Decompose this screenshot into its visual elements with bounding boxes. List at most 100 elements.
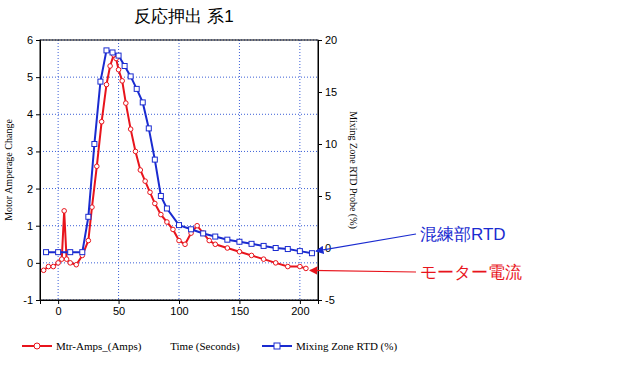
series-marker: [225, 246, 230, 251]
axis-line: [41, 301, 319, 305]
series-marker: [86, 214, 91, 219]
series-marker: [104, 48, 109, 53]
series-marker: [64, 257, 69, 262]
series-marker: [297, 249, 302, 254]
series-marker: [86, 238, 91, 243]
tick-label: 20: [325, 34, 337, 46]
tick: 1: [27, 220, 40, 232]
tick-label: 10: [325, 138, 337, 150]
series-marker: [146, 126, 151, 131]
y2-axis-title: Mixing Zone RTD Probe (%): [347, 111, 359, 229]
series-marker: [152, 157, 157, 162]
grid-line-y: [40, 188, 318, 189]
series-marker: [51, 264, 56, 269]
tick-label: 5: [325, 190, 331, 202]
series-marker: [90, 205, 95, 210]
tick-label: 5: [27, 71, 33, 83]
legend-marker: [274, 343, 280, 349]
tick-mark: [318, 92, 322, 93]
series-marker: [128, 127, 133, 132]
x-axis: 0 50 100 150 200: [41, 300, 319, 317]
series-marker: [44, 250, 49, 255]
grid: [40, 40, 318, 300]
grid-line-y: [40, 114, 318, 115]
series-marker: [249, 253, 254, 258]
grid-line-x: [299, 40, 300, 300]
tick-mark: [179, 300, 180, 304]
series-line: [44, 55, 306, 270]
series-marker: [122, 64, 127, 69]
series-marker: [41, 268, 46, 273]
series-marker: [128, 74, 133, 79]
legend-marker: [34, 343, 40, 349]
series-marker: [298, 264, 303, 269]
tick: 2: [27, 183, 40, 195]
tick-label: 4: [27, 108, 33, 120]
series-marker: [177, 223, 182, 228]
grid-line-x: [179, 40, 180, 300]
series-marker: [165, 220, 170, 225]
tick: 0: [27, 257, 40, 269]
series-marker: [285, 247, 290, 252]
series-marker: [158, 194, 163, 199]
axis-line: [319, 41, 323, 301]
title: 反応押出 系1: [134, 7, 233, 26]
series-marker: [116, 67, 121, 72]
tick-mark: [36, 263, 40, 264]
series-marker: [189, 227, 194, 232]
series-marker: [261, 243, 266, 248]
tick-label: 0: [56, 305, 62, 317]
legend: Mtr-Amps_(Amps)Mixing Zone RTD (%): [22, 340, 397, 353]
tick-label: 1: [27, 220, 33, 232]
series-marker: [159, 212, 164, 217]
series-marker: [98, 79, 103, 84]
series-marker: [108, 64, 113, 69]
tick-mark: [36, 226, 40, 227]
x-axis-title: Time (Seconds): [170, 340, 240, 353]
tick-label: 3: [27, 145, 33, 157]
grid-line-x: [118, 40, 119, 300]
tick-label: 100: [170, 305, 188, 317]
series-marker: [134, 86, 139, 91]
series-marker: [249, 241, 254, 246]
series-marker: [46, 264, 51, 269]
tick-label: 2: [27, 183, 33, 195]
series-marker: [304, 266, 309, 271]
series-marker: [183, 242, 188, 247]
tick: 150: [231, 300, 249, 317]
y-axis: -10123456: [23, 34, 40, 306]
tick-mark: [239, 300, 240, 304]
legend-label: Mixing Zone RTD (%): [296, 340, 397, 353]
tick: 200: [291, 300, 309, 317]
tick-label: 150: [231, 305, 249, 317]
y-axis-title: Motor Amperage Change: [3, 119, 14, 221]
tick: 5: [27, 71, 40, 83]
tick: 0: [318, 242, 331, 254]
plot-data: [41, 48, 314, 273]
tick-mark: [58, 300, 59, 304]
annotation-arrow: [316, 234, 416, 251]
grid-line-x: [239, 40, 240, 300]
series-marker: [177, 238, 182, 243]
tick-label: 0: [27, 257, 33, 269]
series-marker: [153, 201, 158, 206]
tick: 10: [318, 138, 337, 150]
series-marker: [68, 250, 73, 255]
series-line: [46, 50, 312, 253]
series-marker: [171, 227, 176, 232]
series-marker: [120, 79, 125, 84]
series-marker: [237, 249, 242, 254]
series-marker: [133, 149, 138, 154]
series-marker: [104, 82, 109, 87]
tick-mark: [318, 40, 322, 41]
series-marker: [99, 119, 104, 124]
series-marker: [273, 246, 278, 251]
tick-mark: [36, 300, 40, 301]
tick-mark: [318, 144, 322, 145]
tick-mark: [119, 300, 120, 304]
series-marker: [143, 179, 148, 184]
annotation: 混練部RTD: [420, 225, 506, 244]
tick: 4: [27, 108, 40, 120]
tick-label: 50: [113, 305, 125, 317]
tick-label: 15: [325, 86, 337, 98]
